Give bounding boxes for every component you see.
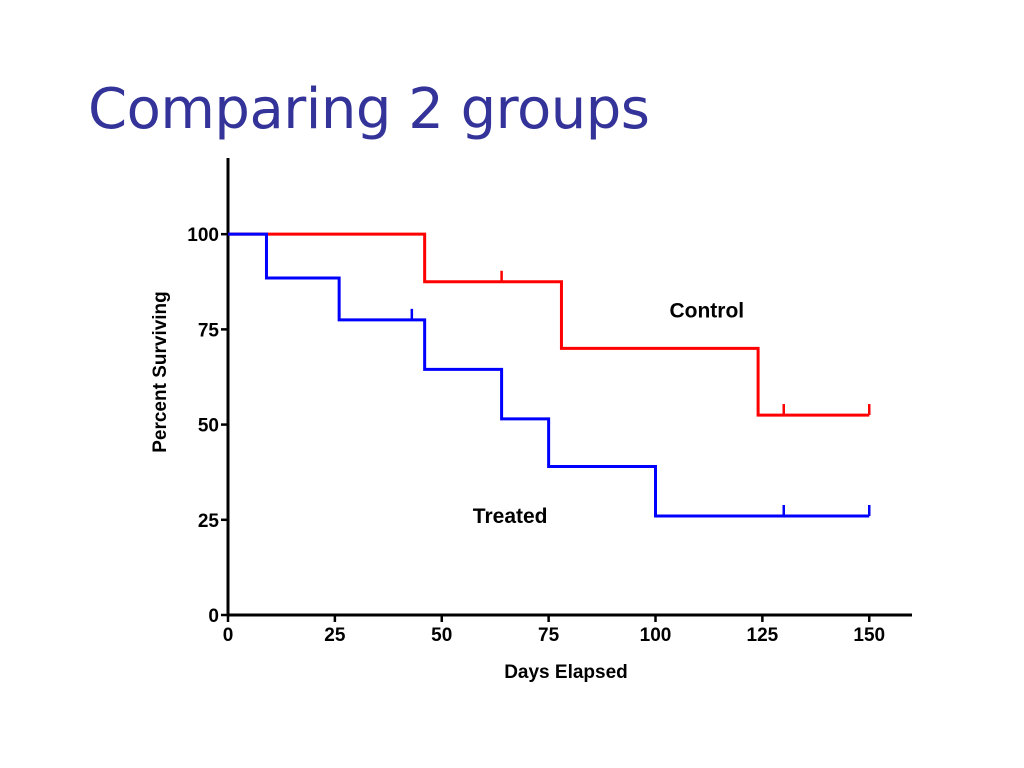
x-tick-label: 50 [431, 625, 452, 646]
slide-title: Comparing 2 groups [88, 77, 650, 142]
series-control: Control [228, 232, 871, 417]
y-tick-label: 0 [208, 606, 219, 627]
x-tick-label: 0 [223, 625, 234, 646]
treated-curve [228, 232, 870, 518]
series-treated: Treated [228, 232, 871, 528]
x-axis-label: Days Elapsed [504, 662, 628, 683]
chart-series: Control Treated [228, 232, 871, 528]
x-tick-label: 125 [747, 625, 779, 646]
x-tick-label: 100 [640, 625, 672, 646]
y-tick-label: 100 [187, 225, 219, 246]
treated-series-label: Treated [473, 505, 548, 528]
y-tick-label: 25 [198, 511, 220, 532]
x-tick-label: 75 [538, 625, 560, 646]
chart-axes: 0 25 50 75 100 125 150 0 25 50 75 100 [187, 158, 912, 646]
y-tick-label: 75 [198, 320, 220, 341]
y-axis-label: Percent Surviving [150, 291, 171, 453]
control-curve [228, 232, 870, 417]
control-series-label: Control [669, 299, 744, 322]
y-tick-label: 50 [198, 416, 219, 437]
x-tick-label: 150 [853, 625, 885, 646]
x-tick-label: 25 [324, 625, 346, 646]
